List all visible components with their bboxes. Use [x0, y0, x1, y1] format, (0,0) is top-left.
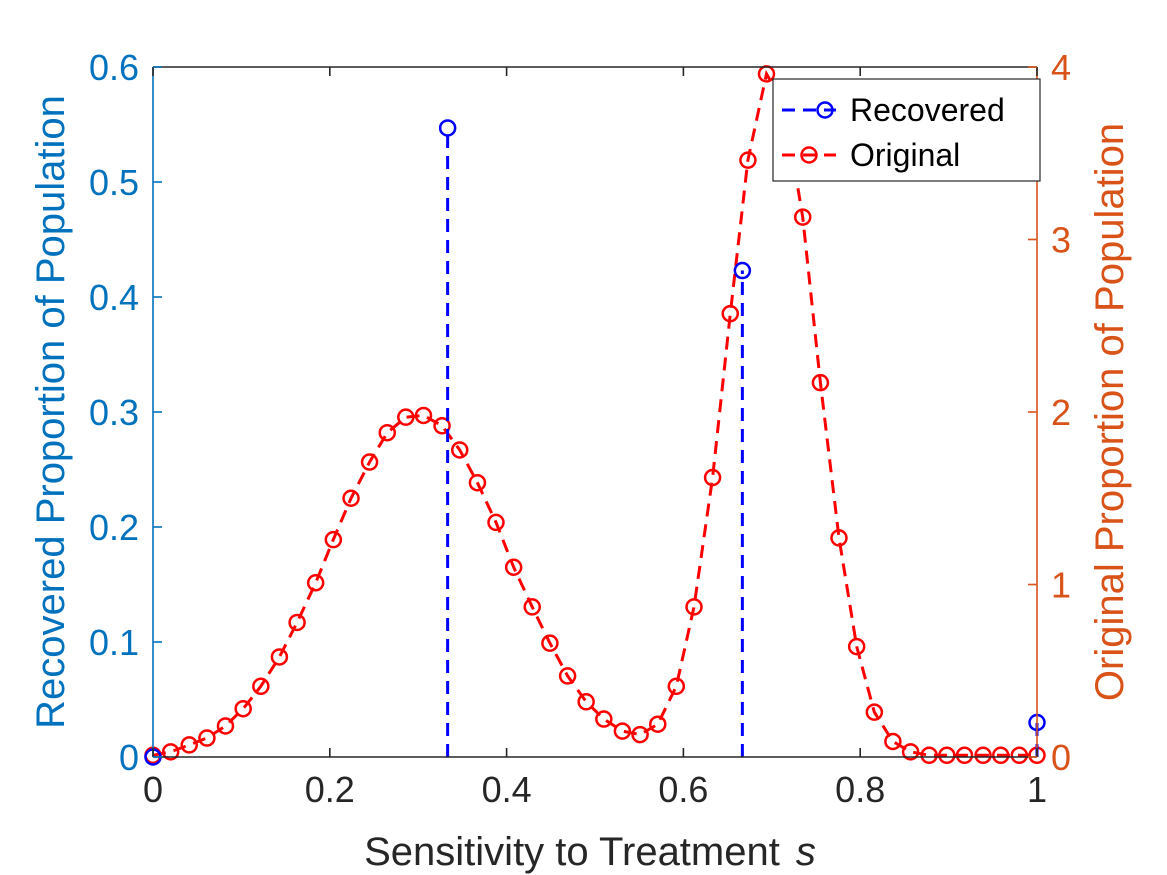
x-tick-label: 0 — [143, 769, 163, 810]
y-right-axis-title: Original Proportion of Population — [1088, 123, 1132, 701]
y-left-tick-label: 0.1 — [89, 622, 139, 663]
y-left-tick-label: 0.2 — [89, 507, 139, 548]
y-left-tick-label: 0 — [119, 737, 139, 778]
legend: Recovered Original — [773, 79, 1040, 181]
x-tick-label: 1 — [1027, 769, 1047, 810]
y-left-tick-label: 0.4 — [89, 277, 139, 318]
y-right-tick-label: 4 — [1051, 47, 1071, 88]
y-right-tick-label: 0 — [1051, 737, 1071, 778]
y-left-tick-label: 0.6 — [89, 47, 139, 88]
y-left-tick-label: 0.3 — [89, 392, 139, 433]
y-left-tick-label: 0.5 — [89, 162, 139, 203]
x-axis-symbol: s — [796, 830, 816, 874]
x-tick-label: 0.8 — [835, 769, 885, 810]
y-right-tick-label: 2 — [1051, 392, 1071, 433]
x-tick-label: 0.2 — [305, 769, 355, 810]
x-tick-label: 0.6 — [658, 769, 708, 810]
x-axis-title: Sensitivity to Treatment s — [364, 830, 816, 874]
x-axis-title-text: Sensitivity to Treatment — [364, 830, 780, 874]
y-right-tick-label: 3 — [1051, 220, 1071, 261]
legend-recovered-label: Recovered — [850, 92, 1005, 128]
legend-original-label: Original — [850, 137, 960, 173]
y-right-tick-label: 1 — [1051, 565, 1071, 606]
y-left-axis-title: Recovered Proportion of Population — [29, 95, 73, 729]
x-tick-label: 0.4 — [482, 769, 532, 810]
